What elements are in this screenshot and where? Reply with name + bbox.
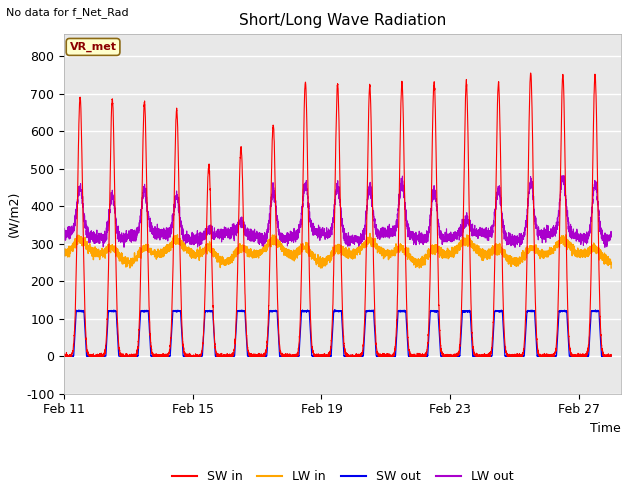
SW in (607, 353, 615, 359)
SW in (451, 353, 459, 359)
LW in (366, 230, 374, 236)
X-axis label: Time: Time (590, 422, 621, 435)
LW out (174, 194, 182, 200)
SW in (60, 353, 68, 359)
LW out (399, 173, 406, 179)
LW out (396, 185, 404, 191)
Title: Short/Long Wave Radiation: Short/Long Wave Radiation (239, 13, 446, 28)
SW out (110, 309, 118, 315)
SW in (110, 140, 118, 145)
SW out (451, 353, 459, 359)
LW in (607, 265, 615, 271)
LW in (60, 252, 68, 258)
SW in (147, 344, 155, 349)
Line: SW out: SW out (64, 310, 611, 356)
SW out (390, 353, 398, 359)
LW in (147, 252, 155, 258)
SW out (174, 308, 182, 313)
SW in (527, 70, 534, 76)
LW out (147, 223, 155, 228)
SW out (331, 307, 339, 312)
SW in (390, 351, 398, 357)
LW in (451, 250, 459, 256)
LW out (390, 232, 398, 238)
Legend: SW in, LW in, SW out, LW out: SW in, LW in, SW out, LW out (166, 465, 518, 480)
SW out (147, 353, 155, 359)
LW out (260, 244, 268, 250)
Text: No data for f_Net_Rad: No data for f_Net_Rad (6, 7, 129, 18)
LW out (451, 236, 459, 242)
SW out (607, 353, 615, 359)
LW in (126, 265, 134, 271)
Line: LW out: LW out (64, 176, 611, 247)
LW in (390, 252, 398, 258)
LW in (397, 241, 404, 247)
SW out (60, 353, 68, 359)
SW in (174, 140, 182, 145)
SW out (396, 309, 404, 315)
SW in (396, 141, 404, 146)
LW in (110, 245, 118, 251)
Y-axis label: (W/m2): (W/m2) (7, 191, 20, 237)
Line: SW in: SW in (64, 73, 611, 356)
LW out (110, 198, 118, 204)
Line: LW in: LW in (64, 233, 611, 268)
LW in (174, 236, 182, 242)
LW out (60, 226, 68, 231)
Text: VR_met: VR_met (70, 42, 116, 52)
LW out (607, 233, 615, 239)
